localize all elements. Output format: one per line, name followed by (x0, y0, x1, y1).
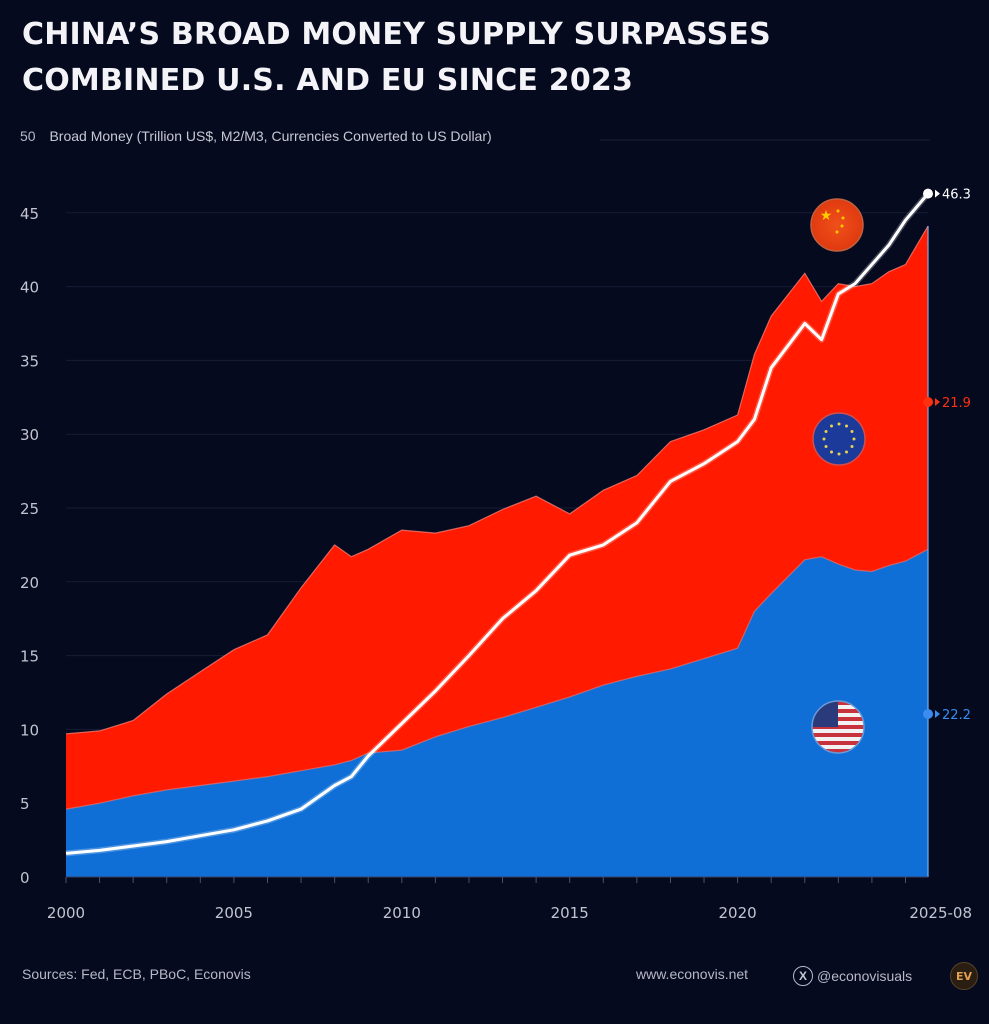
y-tick-label: 10 (20, 721, 39, 739)
y-tick-label: 15 (20, 648, 39, 666)
sources-note: Sources: Fed, ECB, PBoC, Econovis (22, 966, 251, 982)
area-layer (65, 225, 929, 877)
end-value-label: 22.2 (942, 708, 971, 723)
us-flag-icon (811, 700, 865, 754)
x-tick-label: 2025-08 (909, 904, 972, 922)
y-axis-label: Broad Money (Trillion US$, M2/M3, Curren… (49, 128, 492, 144)
area-us (66, 549, 928, 877)
area-us-edge (65, 548, 929, 810)
end-pointer (935, 398, 940, 406)
area-eu (66, 226, 928, 810)
china-line (65, 192, 930, 855)
end-value-label: 21.9 (942, 396, 971, 411)
econovis-logo: EV (950, 962, 978, 990)
y-tick-label: 40 (20, 279, 39, 297)
x-tick-label: 2000 (47, 904, 85, 922)
flags: ★ (810, 198, 866, 754)
eu-flag-icon (812, 412, 866, 466)
area-eu-edge (65, 225, 929, 735)
y-axis-label-row: 50 Broad Money (Trillion US$, M2/M3, Cur… (20, 128, 492, 144)
title-line-2: COMBINED U.S. AND EU SINCE 2023 (22, 63, 634, 98)
y-tick-label: 20 (20, 574, 39, 592)
y-tick-label: 45 (20, 205, 39, 223)
x-logo-icon: X (793, 966, 813, 986)
china-flag-icon: ★ (810, 198, 864, 252)
x-handle[interactable]: X @econovisuals (793, 966, 912, 986)
end-labels: 46.3 21.9 22.2 (923, 188, 971, 723)
end-pointer (935, 189, 940, 198)
x-tick-label: 2015 (551, 904, 589, 922)
x-tick-label: 2005 (215, 904, 253, 922)
end-marker (923, 397, 933, 407)
end-pointer (935, 710, 940, 718)
chart-title: CHINA’S BROAD MONEY SUPPLY SURPASSES COM… (22, 12, 771, 104)
y-tick-label: 35 (20, 352, 39, 370)
x-tick-label: 2020 (719, 904, 757, 922)
end-marker (923, 188, 933, 199)
y-tick-label-top: 50 (20, 128, 36, 144)
end-marker (923, 709, 933, 719)
end-value-label: 46.3 (942, 188, 971, 203)
x-tick-label: 2010 (383, 904, 421, 922)
svg-text:★: ★ (820, 208, 833, 224)
x-handle-text: @econovisuals (817, 968, 913, 984)
y-tick-label: 25 (20, 500, 39, 518)
y-tick-label: 5 (20, 795, 30, 813)
website-link[interactable]: www.econovis.net (636, 966, 749, 982)
axes: 0 5 10 15 20 25 30 35 40 45 2000 2005 2010 2015 2020 20… (20, 205, 972, 922)
y-tick-label: 30 (20, 426, 39, 444)
y-tick-label: 0 (20, 869, 30, 887)
title-line-1: CHINA’S BROAD MONEY SUPPLY SURPASSES (22, 17, 771, 52)
line-layer (65, 191, 931, 857)
